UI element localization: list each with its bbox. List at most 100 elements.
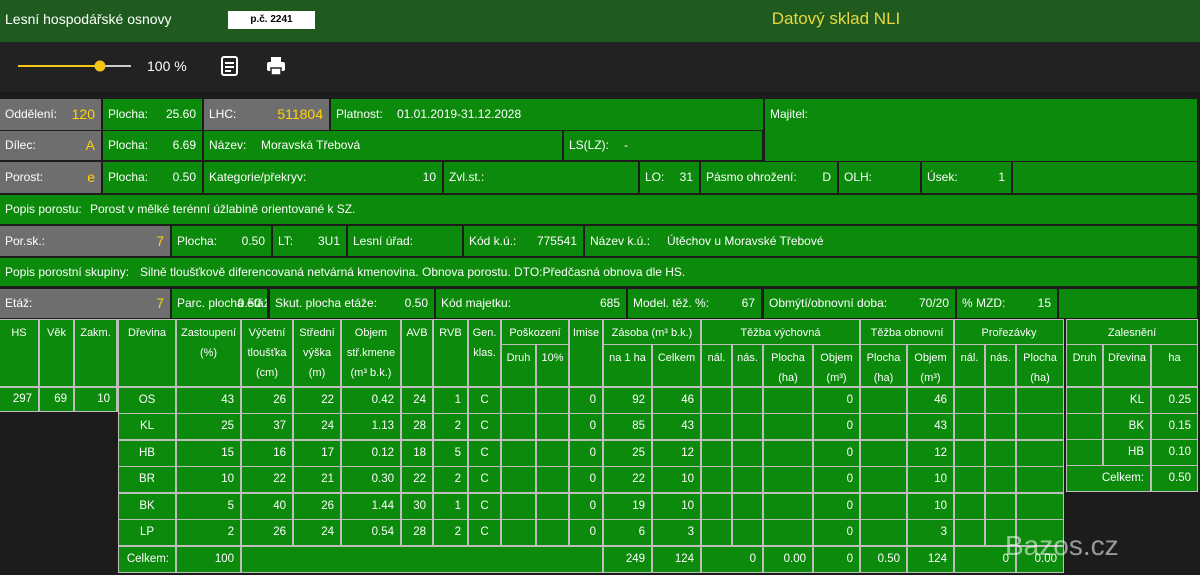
table-cell xyxy=(537,520,568,545)
table-header: Druh xyxy=(502,345,535,386)
table-cell xyxy=(986,520,1015,545)
field: OLH: xyxy=(839,162,920,193)
table-cell: 0 xyxy=(814,520,859,545)
table-cell xyxy=(537,414,568,440)
table-header: Zalesnění xyxy=(1067,320,1197,344)
table-header: na 1 ha xyxy=(604,345,651,386)
zoom-slider[interactable] xyxy=(10,52,140,82)
table-cell: KL xyxy=(119,414,175,440)
table-cell xyxy=(702,493,731,519)
table-cell xyxy=(1017,414,1063,440)
table-header: Objem (m³) xyxy=(814,345,859,386)
field: Lesní úřad: xyxy=(348,226,462,256)
table-cell xyxy=(502,493,535,519)
table-header: Imise xyxy=(570,320,602,386)
table-cell: 22 xyxy=(604,467,651,493)
table-cell xyxy=(702,414,731,440)
table-cell: 46 xyxy=(908,388,953,413)
table-cell: 297 xyxy=(0,388,38,411)
table-cell xyxy=(733,388,762,413)
field-label: LT: xyxy=(278,234,294,248)
field-value: Silně tloušťkově diferencovaná netvárná … xyxy=(140,265,686,279)
table-cell xyxy=(955,414,984,440)
field: Parc. plocha etáže:0.50 xyxy=(172,289,267,318)
table-cell: 0 xyxy=(570,467,602,493)
table-cell xyxy=(986,493,1015,519)
table-cell: 3 xyxy=(653,520,700,545)
table-cell: 22 xyxy=(402,467,432,493)
parcel-box: p.č. 2241 xyxy=(228,11,315,29)
table-cell: 2 xyxy=(434,467,467,493)
field-label: LHC: xyxy=(209,107,237,121)
field: Popis porostní skupiny: Silně tloušťkově … xyxy=(0,258,1197,286)
table-cell xyxy=(733,467,762,493)
table-header: Objem stř.kmene (m³ b.k.) xyxy=(342,320,400,386)
field-value: 31 xyxy=(679,170,693,184)
field-label: Název: xyxy=(209,138,247,152)
table-cell: BK xyxy=(119,493,175,519)
table-cell: 0 xyxy=(814,467,859,493)
table-cell: 0.30 xyxy=(342,467,400,493)
table-cell xyxy=(1067,388,1102,413)
table-header: nás. xyxy=(986,345,1015,386)
table-cell: 0 xyxy=(570,388,602,413)
field-value: Moravská Třebová xyxy=(261,138,361,152)
print-icon[interactable] xyxy=(265,55,287,77)
table-cell xyxy=(537,388,568,413)
field-label: Por.sk.: xyxy=(5,234,46,248)
field: Porost: e xyxy=(0,162,101,193)
table-cell xyxy=(702,388,731,413)
table-header: Celkem xyxy=(653,345,700,386)
table-header: AVB xyxy=(402,320,432,386)
field-label: Dílec: xyxy=(5,138,36,152)
field-value: 0.50 xyxy=(172,170,196,184)
field-label: LO: xyxy=(645,170,665,184)
table-cell xyxy=(537,467,568,493)
table-cell: 24 xyxy=(294,414,340,440)
field: Pásmo ohrožení: D xyxy=(701,162,837,193)
field-value: D xyxy=(822,170,831,184)
table-header: nál. xyxy=(702,345,731,386)
table-cell xyxy=(537,493,568,519)
field: LO: 31 xyxy=(640,162,699,193)
table-cell: 0 xyxy=(814,547,859,572)
table-cell: 2 xyxy=(177,520,240,545)
field-label: Pásmo ohrožení: xyxy=(706,170,797,184)
table-cell: 18 xyxy=(402,440,432,466)
table-cell: 43 xyxy=(653,414,700,440)
table-cell: 5 xyxy=(177,493,240,519)
notes-icon[interactable] xyxy=(219,55,241,77)
field-value: 511804 xyxy=(277,106,323,122)
field: LT: 3U1 xyxy=(273,226,346,256)
table-cell: 10 xyxy=(653,493,700,519)
table-cell: HB xyxy=(119,440,175,466)
table-cell xyxy=(733,493,762,519)
table-cell: 22 xyxy=(294,388,340,413)
table-cell xyxy=(986,440,1015,466)
table-cell: 3 xyxy=(908,520,953,545)
table-cell xyxy=(861,493,906,519)
field-label: Kód majetku: xyxy=(441,296,512,310)
field-label: Lesní úřad: xyxy=(353,234,414,248)
table-cell: 17 xyxy=(294,440,340,466)
table-cell xyxy=(242,547,602,572)
zoom-level: 100 % xyxy=(147,58,187,74)
table-header: nás. xyxy=(733,345,762,386)
field: % MZD: 15 xyxy=(957,289,1057,318)
table-cell: Celkem: xyxy=(1067,466,1150,491)
field-label: Porost: xyxy=(5,170,44,184)
table-cell: 21 xyxy=(294,467,340,493)
table-cell: 22 xyxy=(242,467,292,493)
table-cell: 0.12 xyxy=(342,440,400,466)
table-cell: 0 xyxy=(955,547,1015,572)
table-cell xyxy=(733,414,762,440)
table-cell: 0.00 xyxy=(764,547,812,572)
field-value: e xyxy=(87,169,95,185)
table-cell xyxy=(733,520,762,545)
table-cell: 12 xyxy=(908,440,953,466)
table-cell: 249 xyxy=(604,547,651,572)
table-header: Dřevina xyxy=(119,320,175,386)
field: Název: Moravská Třebová xyxy=(204,131,562,160)
table-cell xyxy=(955,388,984,413)
table-header: Těžba obnovní xyxy=(861,320,953,344)
